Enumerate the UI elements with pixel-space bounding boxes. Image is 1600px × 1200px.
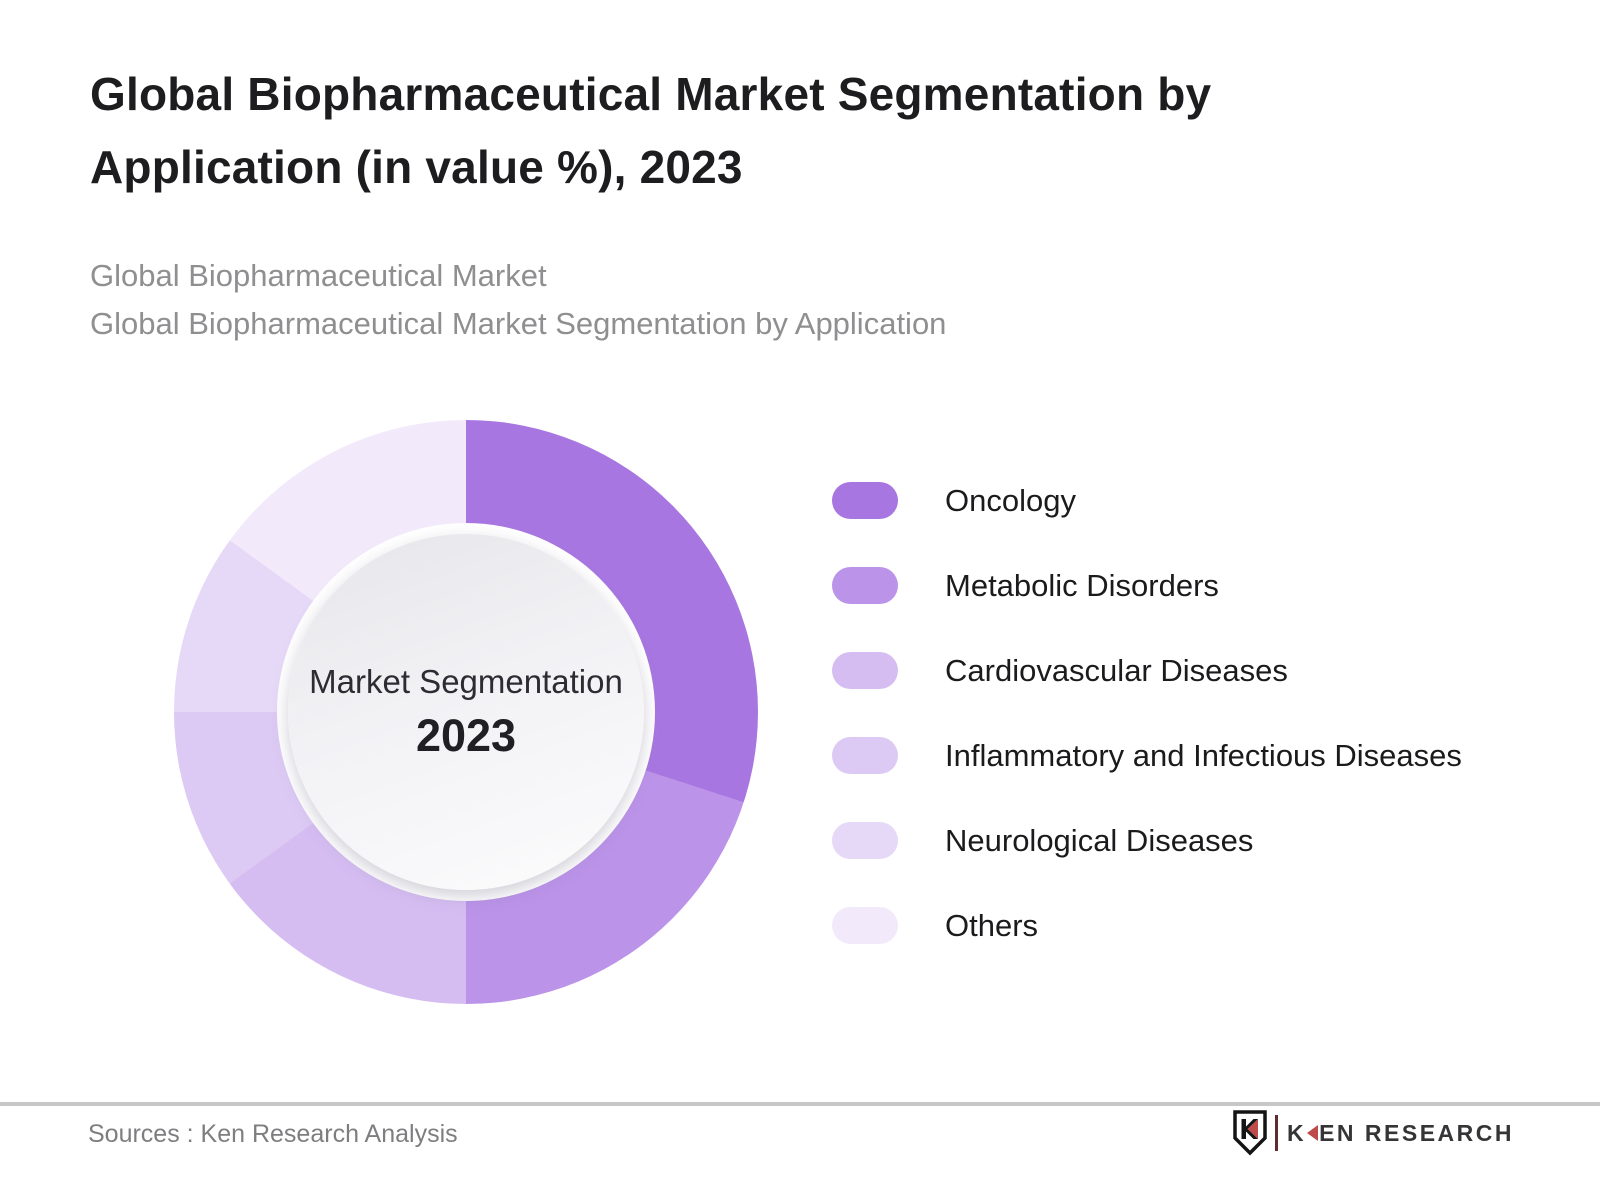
legend-swatch <box>832 907 898 944</box>
ken-research-logo: K EN RESEARCH <box>1232 1110 1514 1156</box>
logo-divider <box>1274 1115 1278 1151</box>
legend-item: Inflammatory and Infectious Diseases <box>832 713 1462 798</box>
legend-label: Oncology <box>945 482 1076 518</box>
legend-label: Metabolic Disorders <box>945 567 1219 603</box>
ken-research-shield-icon <box>1233 1110 1267 1156</box>
page-title-line1: Global Biopharmaceutical Market Segmenta… <box>90 68 1212 120</box>
footer-divider <box>0 1102 1600 1106</box>
legend-swatch <box>832 567 898 604</box>
legend-item: Neurological Diseases <box>832 798 1462 883</box>
donut-chart: Market Segmentation 2023 <box>174 420 758 1004</box>
legend-swatch <box>832 482 898 519</box>
subtitle: Global Biopharmaceutical Market Global B… <box>90 252 946 348</box>
logo-text-rest: EN RESEARCH <box>1319 1119 1514 1146</box>
page-title-line2: Application (in value %), 2023 <box>90 141 743 193</box>
legend-swatch <box>832 822 898 859</box>
subtitle-line2: Global Biopharmaceutical Market Segmenta… <box>90 306 947 341</box>
logo-text: K EN RESEARCH <box>1287 1120 1514 1147</box>
donut-center-disc: Market Segmentation 2023 <box>288 534 644 890</box>
donut-center-year: 2023 <box>415 710 517 761</box>
subtitle-line1: Global Biopharmaceutical Market <box>90 258 547 293</box>
page-title: Global Biopharmaceutical Market Segmenta… <box>90 58 1211 204</box>
legend-label: Cardiovascular Diseases <box>945 652 1288 688</box>
sources-text: Sources : Ken Research Analysis <box>88 1120 458 1148</box>
donut-hole: Market Segmentation 2023 <box>277 523 655 901</box>
legend-item: Oncology <box>832 458 1462 543</box>
logo-text-k: K <box>1286 1119 1307 1146</box>
legend: Oncology Metabolic Disorders Cardiovascula… <box>832 458 1462 968</box>
legend-item: Others <box>832 883 1462 968</box>
legend-label: Inflammatory and Infectious Diseases <box>945 737 1462 773</box>
legend-swatch <box>832 652 898 689</box>
donut-center-label: Market Segmentation <box>309 663 623 700</box>
logo-arrow-icon <box>1307 1125 1319 1141</box>
legend-swatch <box>832 737 898 774</box>
legend-label: Neurological Diseases <box>945 822 1254 858</box>
legend-label: Others <box>945 907 1039 943</box>
legend-item: Metabolic Disorders <box>832 543 1462 628</box>
legend-item: Cardiovascular Diseases <box>832 628 1462 713</box>
